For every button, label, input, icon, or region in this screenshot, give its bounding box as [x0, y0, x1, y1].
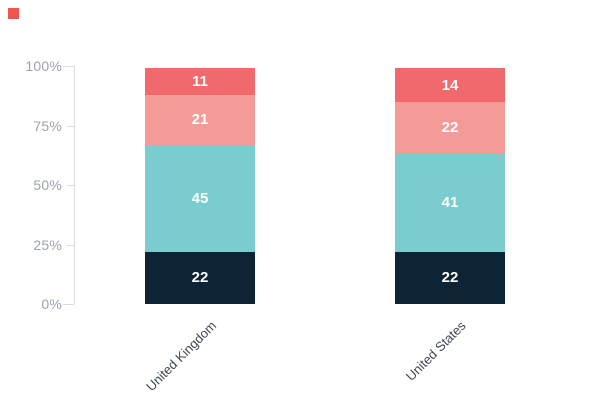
- x-category-label: United States: [402, 318, 469, 384]
- bar-value-label: 22: [441, 269, 459, 287]
- y-axis-tick-label: 25%: [33, 236, 62, 253]
- y-axis-tick-mark: [67, 185, 74, 186]
- y-axis-tick-label: 50%: [33, 177, 62, 193]
- y-axis-tick-mark: [67, 245, 74, 246]
- y-axis-tick-label: 0%: [41, 296, 62, 312]
- y-axis-tick-mark: [67, 126, 74, 127]
- bar-value-label: 45: [191, 189, 209, 207]
- bar-segment: 21: [145, 94, 255, 145]
- bar-value-label: 41: [441, 194, 459, 212]
- bar-segment: 11: [145, 68, 255, 95]
- bar-value-label: 11: [192, 72, 208, 90]
- bar-segment: 22: [395, 251, 505, 304]
- y-axis-tick-mark: [63, 66, 74, 67]
- bar-segment: 45: [145, 144, 255, 252]
- y-axis-line: [74, 66, 75, 304]
- bar-united-kingdom: 11 21 45 22: [145, 68, 255, 304]
- brand-mark-icon: [8, 8, 19, 19]
- bar-segment: 22: [145, 251, 255, 304]
- y-axis-tick-label: 100%: [25, 58, 62, 74]
- bar-united-states: 14 22 41 22: [395, 68, 505, 304]
- y-axis-tick-mark: [63, 304, 74, 305]
- bar-value-label: 14: [441, 76, 459, 94]
- bar-value-label: 22: [441, 119, 459, 137]
- bar-value-label: 22: [191, 269, 209, 287]
- y-axis-tick-label: 75%: [33, 117, 62, 134]
- bar-segment: 14: [395, 68, 505, 102]
- x-category-label: United Kingdom: [142, 318, 219, 395]
- bar-value-label: 21: [191, 111, 209, 129]
- bar-segment: 41: [395, 154, 505, 252]
- bar-segment: 22: [395, 101, 505, 155]
